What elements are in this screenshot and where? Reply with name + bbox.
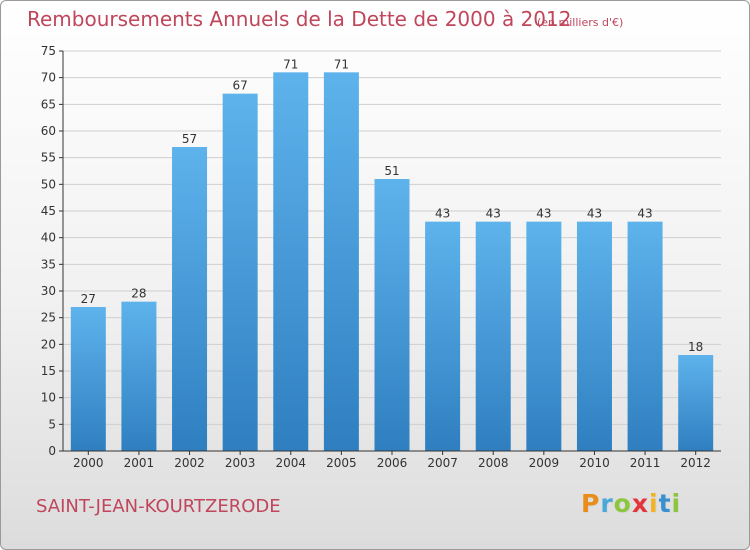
- x-tick-label-2006: 2006: [377, 456, 408, 470]
- value-label-2003: 67: [233, 79, 248, 93]
- y-tick-label: 50: [41, 177, 56, 191]
- y-tick-label: 45: [41, 204, 56, 218]
- value-label-2011: 43: [637, 207, 652, 221]
- bar-2010: [576, 221, 612, 451]
- value-label-2006: 51: [384, 164, 399, 178]
- y-tick-label: 25: [41, 311, 56, 325]
- logo-letter: r: [600, 489, 614, 518]
- proxiti-logo: Proxiti: [581, 489, 681, 523]
- x-tick-label-2011: 2011: [630, 456, 661, 470]
- value-label-2005: 71: [334, 57, 349, 71]
- bar-2006: [374, 179, 410, 451]
- axes: 0 5 10 15 20 25 30 35 40 45 50 55 60 65 70 75: [41, 44, 721, 458]
- labels: 27 2000 28 2001 57 2002 67 2003 71 2004 71 2005 51 20…: [73, 57, 711, 470]
- value-label-2004: 71: [283, 57, 298, 71]
- y-tick-label: 40: [41, 231, 56, 245]
- logo-letter: o: [613, 489, 632, 518]
- y-tick-label: 30: [41, 284, 56, 298]
- logo-letter: P: [581, 489, 601, 518]
- x-tick-label-2000: 2000: [73, 456, 104, 470]
- bar-2003: [222, 93, 258, 452]
- value-label-2009: 43: [536, 207, 551, 221]
- bar-2012: [678, 355, 714, 451]
- y-tick-label: 70: [41, 71, 56, 85]
- y-tick-label: 35: [41, 257, 56, 271]
- x-tick-label-2002: 2002: [174, 456, 205, 470]
- y-tick-label: 10: [41, 391, 56, 405]
- bar-2004: [273, 72, 309, 451]
- bar-2005: [323, 72, 359, 451]
- y-tick-label: 0: [48, 444, 56, 458]
- commune-name: SAINT-JEAN-KOURTZERODE: [36, 496, 281, 517]
- bar-2000: [70, 307, 106, 451]
- x-tick-label-2003: 2003: [225, 456, 256, 470]
- bar-2011: [627, 221, 663, 451]
- value-label-2001: 28: [131, 287, 146, 301]
- y-tick-label: 20: [41, 337, 56, 351]
- bars: [70, 72, 714, 452]
- y-tick-label: 60: [41, 124, 56, 138]
- y-tick-label: 55: [41, 151, 56, 165]
- bar-2008: [475, 221, 511, 451]
- chart-subtitle: (en milliers d'€): [537, 16, 624, 29]
- x-tick-label-2005: 2005: [326, 456, 357, 470]
- bar-2001: [121, 301, 157, 451]
- bar-2002: [172, 147, 208, 451]
- y-tick-label: 15: [41, 364, 56, 378]
- bar-2009: [526, 221, 562, 451]
- value-label-2000: 27: [81, 292, 96, 306]
- value-label-2002: 57: [182, 132, 197, 146]
- logo-letter: i: [671, 489, 682, 518]
- x-tick-label-2012: 2012: [680, 456, 711, 470]
- y-tick-label: 65: [41, 97, 56, 111]
- chart-title: Remboursements Annuels de la Dette de 20…: [27, 7, 572, 31]
- value-label-2008: 43: [486, 207, 501, 221]
- y-tick-label: 5: [48, 417, 56, 431]
- logo-letter: x: [631, 489, 649, 518]
- x-tick-label-2004: 2004: [275, 456, 306, 470]
- x-tick-label-2008: 2008: [478, 456, 509, 470]
- bar-2007: [425, 221, 461, 451]
- value-label-2012: 18: [688, 340, 703, 354]
- y-tick-label: 75: [41, 44, 56, 58]
- logo-letter: t: [658, 489, 672, 518]
- logo-letter: i: [649, 489, 659, 518]
- value-label-2007: 43: [435, 207, 450, 221]
- x-tick-label-2010: 2010: [579, 456, 610, 470]
- x-tick-label-2001: 2001: [124, 456, 155, 470]
- value-label-2010: 43: [587, 207, 602, 221]
- x-tick-label-2007: 2007: [427, 456, 458, 470]
- x-tick-label-2009: 2009: [529, 456, 560, 470]
